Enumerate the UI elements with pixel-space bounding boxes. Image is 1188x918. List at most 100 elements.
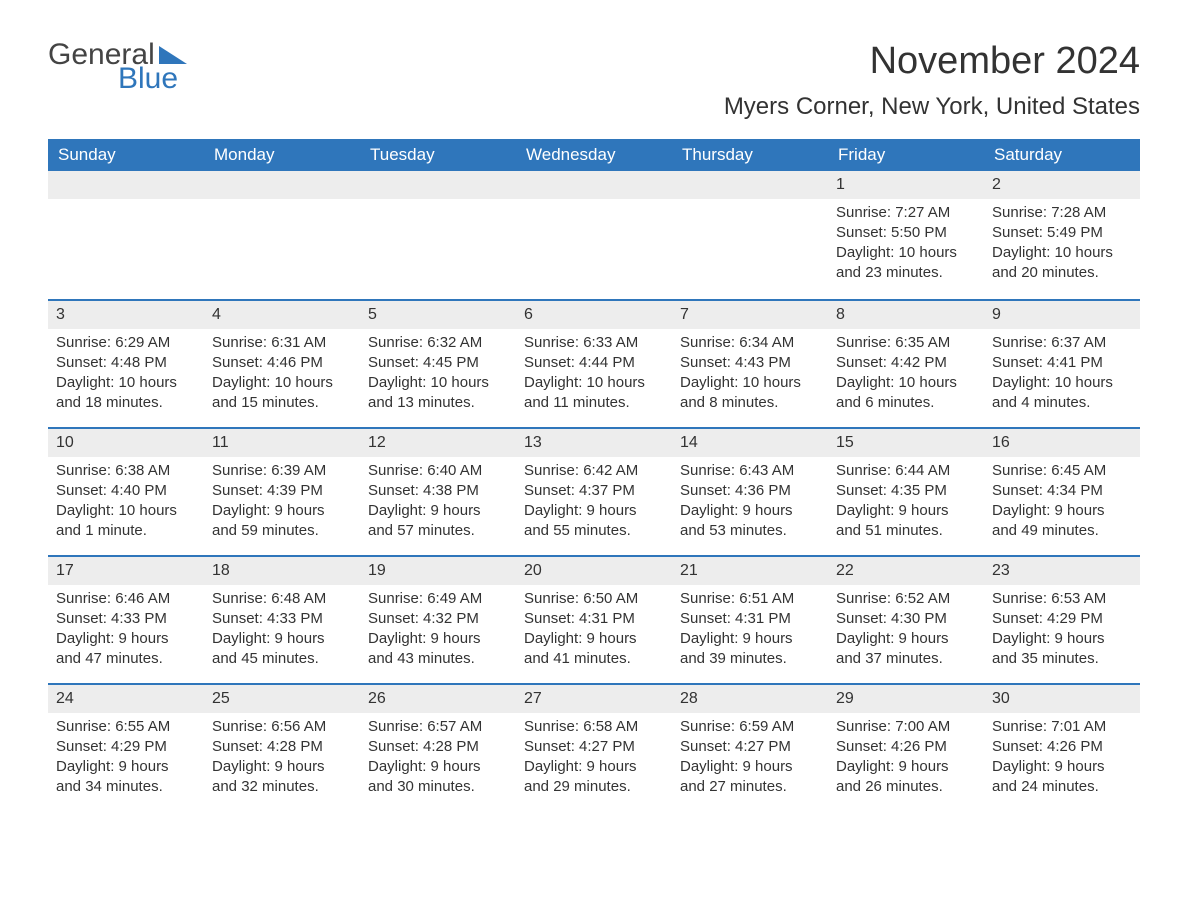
daylight-text: Daylight: 9 hours and 55 minutes. (524, 501, 664, 542)
sunset-text: Sunset: 4:27 PM (524, 737, 664, 757)
day-cell (48, 171, 204, 299)
day-cell: 13Sunrise: 6:42 AMSunset: 4:37 PMDayligh… (516, 429, 672, 555)
day-number: 10 (48, 429, 204, 457)
week-row: 1Sunrise: 7:27 AMSunset: 5:50 PMDaylight… (48, 171, 1140, 299)
day-cell (360, 171, 516, 299)
day-number: 7 (672, 301, 828, 329)
day-number: 3 (48, 301, 204, 329)
sunset-text: Sunset: 4:30 PM (836, 609, 976, 629)
sunset-text: Sunset: 4:36 PM (680, 481, 820, 501)
sunrise-text: Sunrise: 6:35 AM (836, 333, 976, 353)
day-number (360, 171, 516, 199)
daylight-text: Daylight: 9 hours and 59 minutes. (212, 501, 352, 542)
day-body: Sunrise: 6:39 AMSunset: 4:39 PMDaylight:… (204, 457, 360, 550)
day-body: Sunrise: 6:31 AMSunset: 4:46 PMDaylight:… (204, 329, 360, 422)
day-cell: 24Sunrise: 6:55 AMSunset: 4:29 PMDayligh… (48, 685, 204, 811)
sunrise-text: Sunrise: 7:00 AM (836, 717, 976, 737)
weekday-header-row: Sunday Monday Tuesday Wednesday Thursday… (48, 139, 1140, 171)
day-number: 27 (516, 685, 672, 713)
week-row: 3Sunrise: 6:29 AMSunset: 4:48 PMDaylight… (48, 299, 1140, 427)
daylight-text: Daylight: 10 hours and 1 minute. (56, 501, 196, 542)
weekday-header: Saturday (984, 139, 1140, 171)
sunrise-text: Sunrise: 6:44 AM (836, 461, 976, 481)
daylight-text: Daylight: 9 hours and 45 minutes. (212, 629, 352, 670)
sunset-text: Sunset: 4:34 PM (992, 481, 1132, 501)
day-body: Sunrise: 6:55 AMSunset: 4:29 PMDaylight:… (48, 713, 204, 806)
sunset-text: Sunset: 4:48 PM (56, 353, 196, 373)
day-cell: 6Sunrise: 6:33 AMSunset: 4:44 PMDaylight… (516, 301, 672, 427)
sunset-text: Sunset: 5:50 PM (836, 223, 976, 243)
sunrise-text: Sunrise: 7:01 AM (992, 717, 1132, 737)
day-body: Sunrise: 6:50 AMSunset: 4:31 PMDaylight:… (516, 585, 672, 678)
daylight-text: Daylight: 9 hours and 30 minutes. (368, 757, 508, 798)
week-row: 17Sunrise: 6:46 AMSunset: 4:33 PMDayligh… (48, 555, 1140, 683)
day-cell: 30Sunrise: 7:01 AMSunset: 4:26 PMDayligh… (984, 685, 1140, 811)
sunrise-text: Sunrise: 6:45 AM (992, 461, 1132, 481)
day-number: 24 (48, 685, 204, 713)
daylight-text: Daylight: 9 hours and 29 minutes. (524, 757, 664, 798)
sunset-text: Sunset: 4:35 PM (836, 481, 976, 501)
month-title: November 2024 (724, 40, 1140, 83)
daylight-text: Daylight: 10 hours and 20 minutes. (992, 243, 1132, 284)
day-number: 22 (828, 557, 984, 585)
day-cell: 17Sunrise: 6:46 AMSunset: 4:33 PMDayligh… (48, 557, 204, 683)
day-body: Sunrise: 7:01 AMSunset: 4:26 PMDaylight:… (984, 713, 1140, 806)
daylight-text: Daylight: 10 hours and 8 minutes. (680, 373, 820, 414)
sunrise-text: Sunrise: 6:46 AM (56, 589, 196, 609)
day-body: Sunrise: 6:44 AMSunset: 4:35 PMDaylight:… (828, 457, 984, 550)
day-number: 18 (204, 557, 360, 585)
daylight-text: Daylight: 9 hours and 32 minutes. (212, 757, 352, 798)
logo: General Blue (48, 40, 187, 94)
day-cell: 11Sunrise: 6:39 AMSunset: 4:39 PMDayligh… (204, 429, 360, 555)
sunrise-text: Sunrise: 6:33 AM (524, 333, 664, 353)
daylight-text: Daylight: 9 hours and 51 minutes. (836, 501, 976, 542)
daylight-text: Daylight: 9 hours and 39 minutes. (680, 629, 820, 670)
day-number: 6 (516, 301, 672, 329)
day-body: Sunrise: 6:52 AMSunset: 4:30 PMDaylight:… (828, 585, 984, 678)
day-number: 2 (984, 171, 1140, 199)
sunset-text: Sunset: 4:42 PM (836, 353, 976, 373)
day-body: Sunrise: 6:35 AMSunset: 4:42 PMDaylight:… (828, 329, 984, 422)
day-number: 12 (360, 429, 516, 457)
sunrise-text: Sunrise: 6:51 AM (680, 589, 820, 609)
day-cell: 1Sunrise: 7:27 AMSunset: 5:50 PMDaylight… (828, 171, 984, 299)
sunset-text: Sunset: 4:38 PM (368, 481, 508, 501)
daylight-text: Daylight: 9 hours and 37 minutes. (836, 629, 976, 670)
weekday-header: Monday (204, 139, 360, 171)
week-row: 24Sunrise: 6:55 AMSunset: 4:29 PMDayligh… (48, 683, 1140, 811)
sunset-text: Sunset: 4:45 PM (368, 353, 508, 373)
day-body: Sunrise: 7:00 AMSunset: 4:26 PMDaylight:… (828, 713, 984, 806)
daylight-text: Daylight: 10 hours and 18 minutes. (56, 373, 196, 414)
daylight-text: Daylight: 10 hours and 23 minutes. (836, 243, 976, 284)
daylight-text: Daylight: 10 hours and 11 minutes. (524, 373, 664, 414)
sunset-text: Sunset: 4:28 PM (212, 737, 352, 757)
sunrise-text: Sunrise: 6:34 AM (680, 333, 820, 353)
page-header: General Blue November 2024 Myers Corner,… (48, 40, 1140, 121)
day-cell: 18Sunrise: 6:48 AMSunset: 4:33 PMDayligh… (204, 557, 360, 683)
day-body: Sunrise: 6:51 AMSunset: 4:31 PMDaylight:… (672, 585, 828, 678)
daylight-text: Daylight: 9 hours and 26 minutes. (836, 757, 976, 798)
day-body: Sunrise: 6:40 AMSunset: 4:38 PMDaylight:… (360, 457, 516, 550)
day-body: Sunrise: 6:45 AMSunset: 4:34 PMDaylight:… (984, 457, 1140, 550)
sunrise-text: Sunrise: 6:59 AM (680, 717, 820, 737)
day-number: 1 (828, 171, 984, 199)
weekday-header: Friday (828, 139, 984, 171)
sunset-text: Sunset: 4:27 PM (680, 737, 820, 757)
day-body: Sunrise: 7:28 AMSunset: 5:49 PMDaylight:… (984, 199, 1140, 292)
day-body: Sunrise: 6:42 AMSunset: 4:37 PMDaylight:… (516, 457, 672, 550)
day-body: Sunrise: 6:46 AMSunset: 4:33 PMDaylight:… (48, 585, 204, 678)
day-cell: 5Sunrise: 6:32 AMSunset: 4:45 PMDaylight… (360, 301, 516, 427)
day-number: 11 (204, 429, 360, 457)
day-cell: 25Sunrise: 6:56 AMSunset: 4:28 PMDayligh… (204, 685, 360, 811)
sunrise-text: Sunrise: 7:28 AM (992, 203, 1132, 223)
sunrise-text: Sunrise: 6:52 AM (836, 589, 976, 609)
day-number: 28 (672, 685, 828, 713)
day-cell: 2Sunrise: 7:28 AMSunset: 5:49 PMDaylight… (984, 171, 1140, 299)
day-cell: 20Sunrise: 6:50 AMSunset: 4:31 PMDayligh… (516, 557, 672, 683)
sunset-text: Sunset: 4:29 PM (56, 737, 196, 757)
day-cell: 12Sunrise: 6:40 AMSunset: 4:38 PMDayligh… (360, 429, 516, 555)
daylight-text: Daylight: 9 hours and 41 minutes. (524, 629, 664, 670)
daylight-text: Daylight: 9 hours and 53 minutes. (680, 501, 820, 542)
week-row: 10Sunrise: 6:38 AMSunset: 4:40 PMDayligh… (48, 427, 1140, 555)
sunrise-text: Sunrise: 6:49 AM (368, 589, 508, 609)
